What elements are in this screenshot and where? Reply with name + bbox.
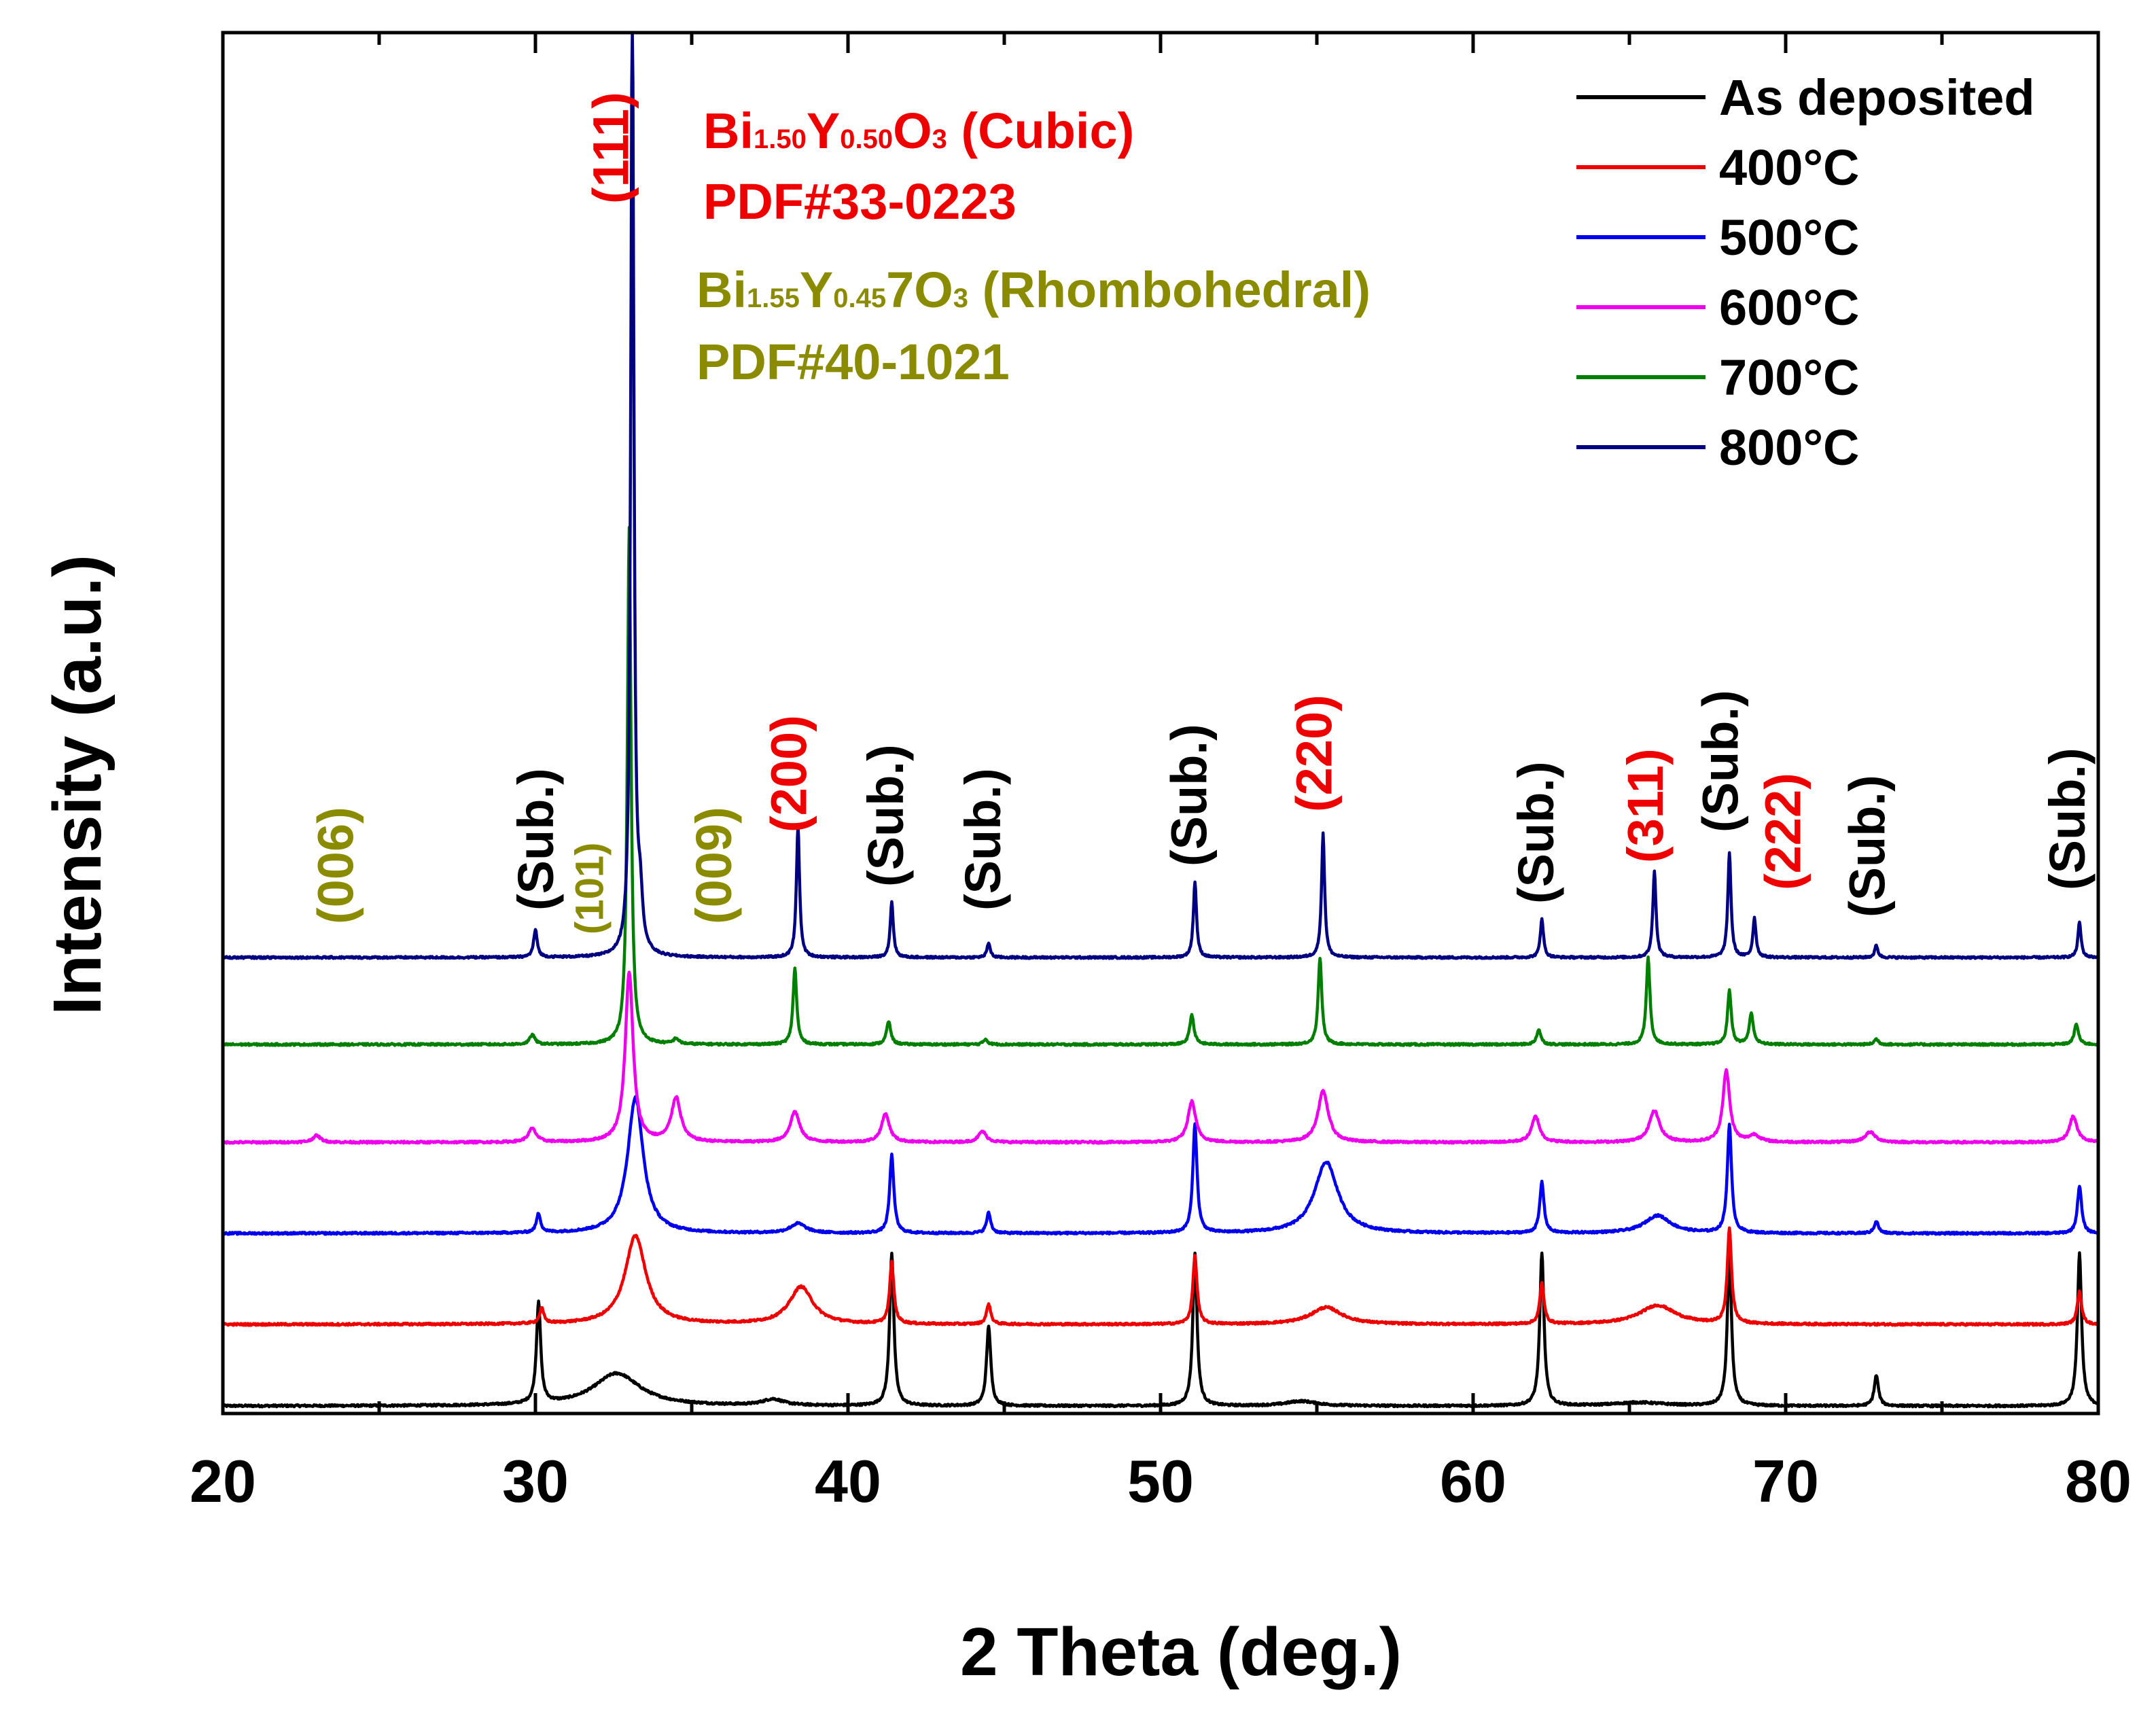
peak-annotation: (Sub.) <box>1692 690 1748 832</box>
formula-part: Y <box>807 103 840 159</box>
x-tick-label: 40 <box>815 1447 881 1515</box>
x-tick-label: 80 <box>2065 1447 2132 1515</box>
peak-annotation: (200) <box>761 715 817 832</box>
peak-annotation: (Sub.) <box>858 744 914 887</box>
x-tick-label: 20 <box>190 1447 256 1515</box>
formula-part: Bi <box>696 262 747 318</box>
peak-annotation: (Sub.) <box>1839 775 1896 917</box>
legend-label-4: 700°C <box>1719 349 1860 406</box>
formula-subscript: 0.45 <box>833 283 886 313</box>
peak-annotation: (311) <box>1617 748 1674 863</box>
annotation-layer: (006) (Sub.) (101)(111)(009)(200) (Sub.) (Su… <box>308 92 2096 934</box>
x-tick-label: 70 <box>1752 1447 1819 1515</box>
formula-subscript: 0.50 <box>840 124 893 154</box>
formula-subscript: 3 <box>953 283 968 313</box>
phase-pdf-1: PDF#40-1021 <box>696 334 1010 390</box>
peak-annotation: (Sub.) <box>1161 724 1217 866</box>
phase-formula-0: Bi1.50Y0.50O3 (Cubic) <box>703 103 1134 159</box>
legend-label-0: As deposited <box>1719 69 2035 126</box>
peak-annotation: (101) <box>568 843 612 934</box>
legend-label-1: 400°C <box>1719 139 1860 196</box>
peak-annotation: (220) <box>1286 695 1342 812</box>
peak-annotation: (Sub.) <box>955 768 1011 911</box>
formula-part: (Cubic) <box>947 103 1134 159</box>
formula-part: (Rhombohedral) <box>968 262 1371 318</box>
legend-label-3: 600°C <box>1719 279 1860 336</box>
x-tick-label: 60 <box>1440 1447 1506 1515</box>
formula-part: Y <box>800 262 833 318</box>
peak-annotation: (Sub.) <box>508 768 564 911</box>
peak-annotation: (Sub.) <box>2039 748 2096 890</box>
legend-label-2: 500°C <box>1719 209 1860 266</box>
x-tick-label: 30 <box>502 1447 569 1515</box>
peak-annotation: (009) <box>686 807 742 924</box>
phase-formula-1: Bi1.55Y0.457O3 (Rhombohedral) <box>696 262 1371 318</box>
series-line-4 <box>222 525 2100 1047</box>
legend-label-5: 800°C <box>1719 419 1860 476</box>
series-line-1 <box>222 1226 2100 1327</box>
phase-pdf-0: PDF#33-0223 <box>703 173 1017 230</box>
formula-part: O <box>893 103 932 159</box>
formula-subscript: 3 <box>932 124 947 154</box>
y-axis-title: Intensity (a.u.) <box>39 555 116 1015</box>
formula-subscript: 1.55 <box>747 283 800 313</box>
formula-part: Bi <box>703 103 754 159</box>
series-line-3 <box>222 970 2100 1145</box>
phase-info: Bi1.50Y0.50O3 (Cubic)PDF#33-0223Bi1.55Y0… <box>696 103 1371 390</box>
series-line-0 <box>222 1250 2100 1409</box>
peak-annotation: (Sub.) <box>1508 761 1564 904</box>
x-axis-title: 2 Theta (deg.) <box>960 1614 1402 1690</box>
formula-subscript: 1.50 <box>754 124 807 154</box>
x-tick-label: 50 <box>1127 1447 1194 1515</box>
formula-part: 7O <box>886 262 953 318</box>
series-line-5 <box>221 31 2100 960</box>
peak-annotation: (222) <box>1754 773 1811 890</box>
legend: As deposited 400°C 500°C 600°C 700°C 800°C <box>1576 69 2035 476</box>
peak-annotation: (111) <box>582 92 639 204</box>
axes-layer: 20 30 40 50 60 70 80 2 Theta (deg.) Intensity (a… <box>39 31 2132 1690</box>
series-line-2 <box>222 1095 2100 1236</box>
peak-annotation: (006) <box>308 807 364 924</box>
